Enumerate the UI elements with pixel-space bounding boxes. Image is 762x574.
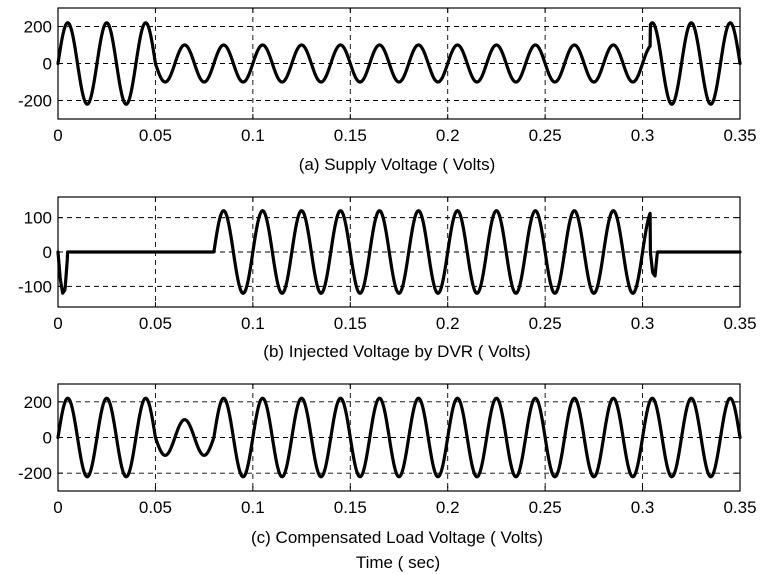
x-tick-label: 0.3	[631, 126, 655, 145]
x-tick-label: 0.35	[723, 314, 756, 333]
y-tick-label: -200	[18, 92, 52, 111]
x-tick-label: 0.2	[436, 314, 460, 333]
x-tick-label: 0	[53, 126, 62, 145]
y-tick-label: 0	[43, 243, 52, 262]
x-tick-label: 0.05	[139, 314, 172, 333]
x-tick-label: 0.1	[241, 126, 265, 145]
x-tick-label: 0	[53, 498, 62, 517]
x-tick-label: 0.25	[529, 314, 562, 333]
x-tick-label: 0.3	[631, 314, 655, 333]
x-tick-label: 0.25	[529, 498, 562, 517]
y-tick-label: 0	[43, 55, 52, 74]
y-tick-label: -100	[18, 277, 52, 296]
y-tick-label: 0	[43, 429, 52, 448]
x-axis-label: Time ( sec)	[356, 553, 440, 572]
y-tick-label: 200	[24, 18, 52, 37]
x-tick-label: 0.35	[723, 498, 756, 517]
x-tick-label: 0.05	[139, 498, 172, 517]
panel-caption: (a) Supply Voltage ( Volts)	[299, 155, 496, 174]
y-tick-label: 100	[24, 209, 52, 228]
x-tick-label: 0.35	[723, 126, 756, 145]
x-tick-label: 0.15	[334, 498, 367, 517]
y-tick-label: -200	[18, 464, 52, 483]
x-tick-label: 0	[53, 314, 62, 333]
series-line	[56, 209, 742, 295]
y-tick-label: 200	[24, 393, 52, 412]
x-tick-label: 0.25	[529, 126, 562, 145]
x-tick-label: 0.1	[241, 498, 265, 517]
x-tick-label: 0.05	[139, 126, 172, 145]
x-tick-label: 0.3	[631, 498, 655, 517]
series-line	[56, 21, 742, 106]
x-tick-label: 0.15	[334, 126, 367, 145]
x-tick-label: 0.1	[241, 314, 265, 333]
series-line	[56, 396, 742, 479]
x-tick-label: 0.15	[334, 314, 367, 333]
panel-caption: (c) Compensated Load Voltage ( Volts)	[251, 528, 543, 547]
x-tick-label: 0.2	[436, 126, 460, 145]
x-tick-label: 0.2	[436, 498, 460, 517]
panel-caption: (b) Injected Voltage by DVR ( Volts)	[263, 342, 530, 361]
